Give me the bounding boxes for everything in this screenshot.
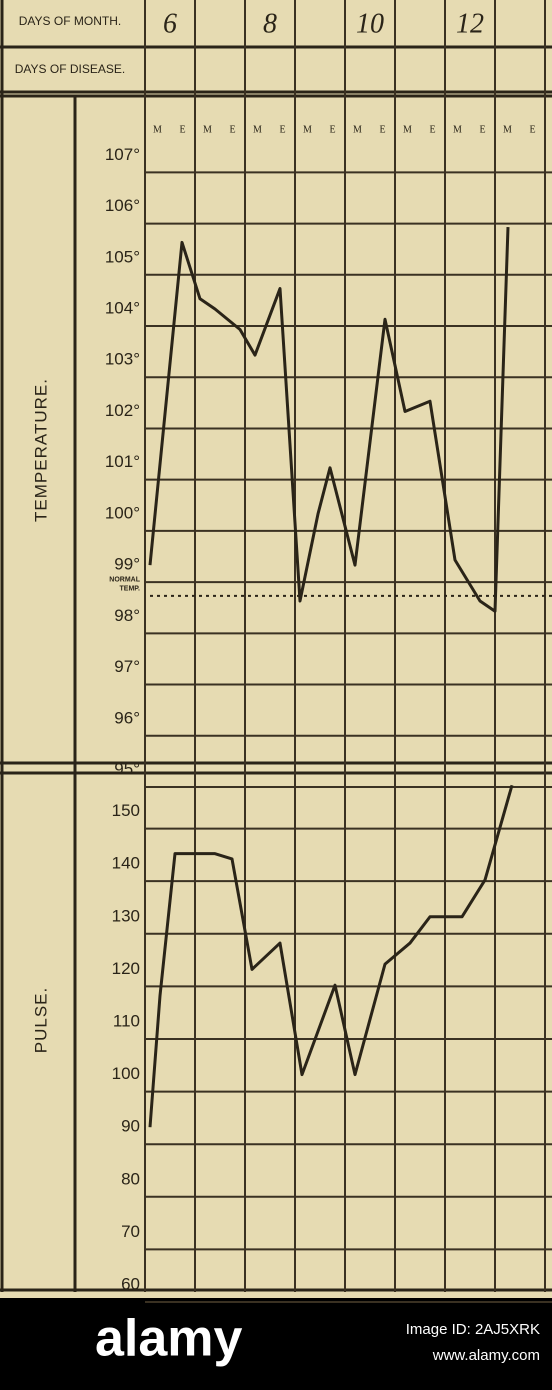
period-label: M [503,124,512,135]
day-of-month: 12 [456,8,484,39]
period-label: M [453,124,462,135]
y-tick-label: 99° [114,555,140,574]
y-tick-label: 150 [112,801,140,820]
period-label: M [153,124,162,135]
y-tick-label: 120 [112,959,140,978]
normal-label: NORMAL [109,577,140,584]
data-line [148,227,510,613]
y-tick-label: 103° [105,350,140,369]
y-tick-label: 130 [112,906,140,925]
period-label: M [403,124,412,135]
y-tick-label: 110 [113,1011,140,1030]
pulse-title: PULSE. [31,987,50,1053]
y-tick-label: 140 [112,854,140,873]
y-tick-label: 97° [114,657,140,676]
period-label: E [329,124,335,135]
y-tick-label: 60 [121,1274,140,1293]
day-of-month: 6 [163,8,177,39]
normal-label: TEMP. [120,586,141,593]
footer-brand: alamy [95,1310,243,1368]
y-tick-label: 90 [121,1117,140,1136]
y-tick-label: 105° [105,247,140,266]
y-tick-label: 106° [105,196,140,215]
data-line [148,784,514,1128]
period-label: M [303,124,312,135]
period-label: E [279,124,285,135]
footer-id: Image ID: 2AJ5XRK [406,1321,540,1338]
period-label: E [229,124,235,135]
period-label: E [529,124,535,135]
y-tick-label: 70 [121,1222,140,1241]
header-month: DAYS OF MONTH. [19,14,121,28]
temperature-title: TEMPERATURE. [31,378,50,522]
day-of-month: 10 [356,8,384,39]
header-disease: DAYS OF DISEASE. [15,62,125,76]
y-tick-label: 107° [105,145,140,164]
y-tick-label: 96° [114,708,140,727]
period-label: E [479,124,485,135]
period-label: E [179,124,185,135]
period-label: M [253,124,262,135]
y-tick-label: 102° [105,401,140,420]
y-tick-label: 98° [114,606,140,625]
footer-url: www.alamy.com [432,1347,540,1364]
y-tick-label: 100 [112,1064,140,1083]
footer-band [0,1298,552,1390]
day-of-month: 8 [263,8,277,39]
period-label: E [379,124,385,135]
y-tick-label: 101° [105,452,140,471]
y-tick-label: 104° [105,299,140,318]
period-label: M [353,124,362,135]
y-tick-label: 80 [121,1169,140,1188]
period-label: M [203,124,212,135]
period-label: E [429,124,435,135]
y-tick-label: 95° [114,759,140,778]
y-tick-label: 100° [105,503,140,522]
